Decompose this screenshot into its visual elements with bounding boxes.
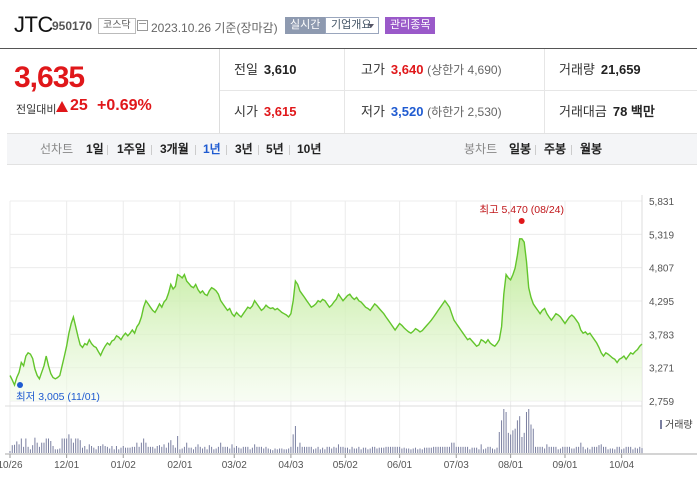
x-tick-label: 07/03 [444, 460, 469, 471]
x-tick-label: 03/02 [222, 460, 247, 471]
low-marker [17, 382, 23, 388]
upper-limit: (상한가 4,690) [427, 63, 502, 77]
quote-summary: 3,635 전일대비 25 +0.69% 전일 3,610 고가 3,640 (상한… [0, 48, 697, 133]
x-tick-label: 02/01 [167, 460, 192, 471]
y-tick-label: 5,319 [649, 230, 674, 241]
divider [226, 145, 227, 155]
trade-value: 78 백만 [612, 104, 655, 119]
period-3m[interactable]: 3개월 [160, 142, 189, 156]
market-badge: 코스닥 [98, 18, 136, 34]
low-label: 저가 [361, 104, 385, 119]
chevron-down-icon [368, 24, 374, 28]
low-annotation: 최저 3,005 (11/01) [16, 391, 100, 403]
period-3y[interactable]: 3년 [235, 142, 253, 156]
company-name: JTC [14, 12, 53, 37]
x-tick-label: 04/03 [278, 460, 303, 471]
prev-close-label: 전일 [234, 62, 258, 77]
open-label: 시가 [234, 104, 258, 119]
x-tick-label: 06/01 [387, 460, 412, 471]
period-1d[interactable]: 1일 [86, 142, 104, 156]
company-overview-label: 기업개요 [331, 19, 372, 31]
period-5y[interactable]: 5년 [266, 142, 284, 156]
candle-chart-label: 봉차트 [464, 142, 498, 156]
calendar-icon [137, 20, 148, 31]
prev-close-value: 3,610 [263, 62, 297, 77]
company-overview-button[interactable]: 기업개요 [325, 17, 379, 34]
divider [258, 145, 259, 155]
price-area [10, 238, 642, 401]
prev-close-cell: 전일 3,610 [234, 49, 344, 91]
low-cell: 저가 3,520 (하한가 2,530) [344, 91, 544, 133]
lower-limit: (하한가 2,530) [427, 105, 502, 119]
realtime-button[interactable]: 실시간 [285, 17, 326, 34]
stock-header: JTC 950170 코스닥 2023.10.26 기준(장마감) 실시간 기업… [0, 0, 697, 48]
x-tick-label: 12/01 [54, 460, 79, 471]
quote-grid: 전일 3,610 고가 3,640 (상한가 4,690) 거래량 21,659 시가… [220, 49, 697, 133]
volume-label: 거래량 [559, 62, 595, 77]
low-value: 3,520 [390, 104, 424, 119]
up-triangle-icon [56, 101, 68, 112]
divider [107, 145, 108, 155]
period-1w[interactable]: 1주일 [117, 142, 146, 156]
price-change-percent: +0.69% [97, 97, 152, 114]
x-tick-label: 05/02 [333, 460, 358, 471]
divider [289, 145, 290, 155]
reference-date: 2023.10.26 기준(장마감) [151, 21, 278, 35]
change-label: 전일대비 [16, 104, 57, 116]
volume-cell: 거래량 21,659 [544, 49, 697, 91]
candle-weekly[interactable]: 주봉 [544, 142, 567, 156]
managed-stock-badge[interactable]: 관리종목 [385, 17, 436, 34]
high-annotation: 최고 5,470 (08/24) [479, 204, 564, 216]
period-10y[interactable]: 10년 [297, 142, 322, 156]
x-tick-label: 09/01 [552, 460, 577, 471]
divider [535, 145, 536, 155]
price-panel: 3,635 전일대비 25 +0.69% [0, 49, 220, 133]
volume-legend: 거래량 [660, 416, 693, 431]
divider [151, 145, 152, 155]
open-cell: 시가 3,615 [234, 91, 344, 133]
current-price: 3,635 [14, 61, 85, 94]
open-value: 3,615 [263, 104, 297, 119]
candle-daily[interactable]: 일봉 [509, 142, 532, 156]
x-tick-label: 10/26 [0, 460, 23, 471]
trade-value-cell: 거래대금 78 백만 [544, 91, 697, 133]
candle-monthly[interactable]: 월봉 [580, 142, 603, 156]
y-tick-label: 5,831 [649, 197, 674, 208]
price-chart: 5,831 5,319 4,807 4,295 3,783 3,271 2,759 10/26… [0, 195, 697, 471]
line-chart-label: 선차트 [40, 142, 74, 156]
divider [195, 145, 196, 155]
price-change: 25 [70, 97, 88, 114]
high-cell: 고가 3,640 (상한가 4,690) [344, 49, 544, 91]
volume-value: 21,659 [600, 62, 641, 77]
y-tick-label: 2,759 [649, 397, 674, 408]
x-tick-label: 01/02 [111, 460, 136, 471]
high-marker [518, 218, 525, 224]
y-tick-label: 3,783 [649, 330, 674, 341]
quote-row: 전일 3,610 고가 3,640 (상한가 4,690) 거래량 21,659 [220, 49, 697, 91]
high-label: 고가 [361, 62, 385, 77]
period-selector-bar: 선차트 1일 1주일 3개월 1년 3년 5년 10년 봉차트 일봉 주봉 월봉 [7, 133, 697, 165]
y-tick-label: 3,271 [649, 364, 674, 375]
y-tick-label: 4,807 [649, 264, 674, 275]
trade-value-label: 거래대금 [559, 104, 607, 119]
x-tick-label: 08/01 [498, 460, 523, 471]
quote-row: 시가 3,615 저가 3,520 (하한가 2,530) 거래대금 78 백만 [220, 91, 697, 133]
divider [571, 145, 572, 155]
x-tick-label: 10/04 [609, 460, 634, 471]
high-value: 3,640 [390, 62, 424, 77]
stock-code: 950170 [52, 19, 93, 33]
period-1y[interactable]: 1년 [203, 142, 221, 156]
price-line [9, 238, 643, 387]
y-tick-label: 4,295 [649, 297, 674, 308]
